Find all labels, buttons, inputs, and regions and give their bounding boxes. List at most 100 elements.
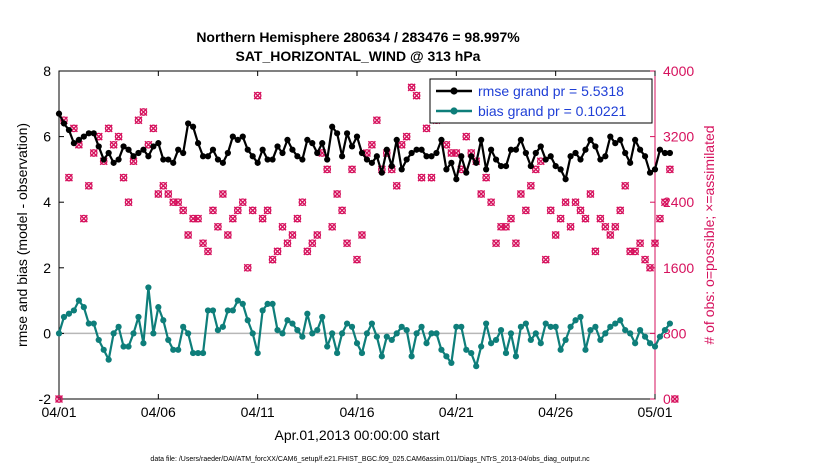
bias-point <box>155 304 162 311</box>
rmse-point <box>180 149 187 157</box>
obs-possible-marker <box>308 239 317 248</box>
obs-count-point <box>655 214 664 223</box>
obs-possible-marker <box>452 149 461 157</box>
rmse-point <box>329 123 336 130</box>
obs-possible-marker <box>263 206 272 215</box>
rmse-point <box>622 149 629 157</box>
rmse-point <box>656 146 664 153</box>
rmse-point <box>249 153 256 160</box>
obs-possible-marker <box>507 214 515 223</box>
obs-possible-marker <box>124 198 133 207</box>
rmse-point <box>229 133 236 140</box>
bias-point <box>339 330 346 337</box>
obs-count-point <box>591 247 600 256</box>
obs-possible-marker <box>561 198 570 207</box>
rmse-point <box>165 156 172 163</box>
obs-count-point <box>268 255 277 264</box>
obs-count-point <box>357 231 366 239</box>
obs-assimilated-marker <box>238 198 247 207</box>
obs-possible-marker <box>531 165 540 174</box>
obs-assimilated-marker <box>487 198 496 207</box>
bias-point <box>557 346 564 353</box>
obs-assimilated-marker <box>263 206 272 215</box>
obs-count-point <box>422 124 431 133</box>
obs-possible-marker <box>353 255 361 264</box>
obs-count-point <box>462 132 471 141</box>
rmse-point <box>363 156 371 163</box>
legend-bias-label: bias grand pr = 0.10221 <box>478 103 626 119</box>
obs-assimilated-marker <box>313 231 322 239</box>
obs-count-point <box>670 395 679 403</box>
obs-assimilated-marker <box>184 231 193 239</box>
rmse-point <box>378 169 385 176</box>
obs-assimilated-marker <box>581 214 590 223</box>
bias-point <box>646 340 654 347</box>
obs-count-point <box>502 222 510 231</box>
rmse-point <box>55 110 63 117</box>
bias-point <box>428 330 435 337</box>
bias-point <box>319 313 326 321</box>
rmse-point <box>478 136 485 143</box>
obs-assimilated-marker <box>124 198 133 207</box>
bias-point <box>656 333 664 340</box>
rmse-point <box>70 140 77 147</box>
bias-point <box>229 307 236 314</box>
obs-possible-marker <box>422 124 431 133</box>
rmse-point <box>155 140 162 147</box>
rmse-point <box>398 166 405 173</box>
bias-point <box>552 323 559 330</box>
rmse-point <box>637 146 644 153</box>
rmse-point <box>125 146 132 153</box>
footnote: data file: /Users/raeder/DAI/ATM_forcXX/… <box>150 456 590 463</box>
obs-possible-marker <box>214 222 222 231</box>
obs-count-point <box>412 91 421 100</box>
rmse-point <box>219 159 226 166</box>
bias-point <box>90 320 97 327</box>
bias-point <box>334 349 341 357</box>
rmse-point <box>95 143 102 150</box>
obs-count-point <box>233 206 242 215</box>
bias-point <box>324 343 331 350</box>
obs-possible-marker <box>283 239 292 248</box>
obs-possible-marker <box>368 140 376 149</box>
bias-point <box>438 346 445 353</box>
obs-assimilated-marker <box>586 190 595 198</box>
rmse-point <box>279 149 286 157</box>
obs-assimilated-marker <box>651 239 659 248</box>
rmse-point <box>552 163 559 170</box>
obs-assimilated-marker <box>601 222 610 231</box>
rmse-point <box>145 153 152 160</box>
obs-assimilated-marker <box>228 214 237 223</box>
obs-possible-marker <box>288 231 297 239</box>
bias-point <box>85 320 92 327</box>
bias-point <box>592 323 599 330</box>
rmse-point <box>617 136 624 143</box>
obs-possible-marker <box>209 206 217 215</box>
obs-count-point <box>253 91 262 100</box>
obs-count-point <box>119 173 128 182</box>
bias-point <box>80 304 87 311</box>
bias-point <box>483 320 490 327</box>
bias-point <box>224 307 231 314</box>
obs-possible-marker <box>606 231 615 239</box>
obs-count-point <box>328 222 337 231</box>
obs-assimilated-marker <box>477 190 486 198</box>
obs-assimilated-marker <box>273 247 282 256</box>
obs-count-point <box>477 190 486 198</box>
obs-possible-marker <box>591 247 600 256</box>
bias-point <box>95 336 102 344</box>
obs-possible-marker <box>581 214 590 223</box>
obs-possible-marker <box>402 132 411 141</box>
obs-assimilated-marker <box>402 132 411 141</box>
obs-count-point <box>665 165 674 174</box>
obs-assimilated-marker <box>616 206 625 215</box>
obs-possible-marker <box>184 231 192 239</box>
obs-count-point <box>641 255 650 264</box>
rmse-point <box>160 156 167 163</box>
obs-assimilated-marker <box>253 91 262 100</box>
obs-count-point <box>208 206 217 215</box>
rmse-point <box>651 166 659 173</box>
obs-count-point <box>417 173 426 182</box>
obs-assimilated-marker <box>268 255 277 264</box>
bias-point <box>160 317 167 324</box>
